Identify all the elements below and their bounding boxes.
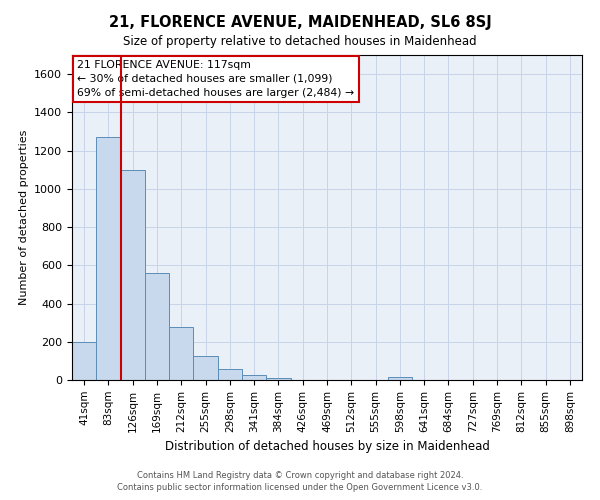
Text: 21, FLORENCE AVENUE, MAIDENHEAD, SL6 8SJ: 21, FLORENCE AVENUE, MAIDENHEAD, SL6 8SJ bbox=[109, 15, 491, 30]
Bar bbox=[218, 368, 242, 380]
Text: Contains HM Land Registry data © Crown copyright and database right 2024.
Contai: Contains HM Land Registry data © Crown c… bbox=[118, 471, 482, 492]
Bar bbox=[388, 377, 412, 380]
Text: Size of property relative to detached houses in Maidenhead: Size of property relative to detached ho… bbox=[123, 35, 477, 48]
Bar bbox=[266, 378, 290, 380]
Bar bbox=[193, 356, 218, 380]
Text: 21 FLORENCE AVENUE: 117sqm
← 30% of detached houses are smaller (1,099)
69% of s: 21 FLORENCE AVENUE: 117sqm ← 30% of deta… bbox=[77, 60, 354, 98]
Bar bbox=[96, 137, 121, 380]
Bar bbox=[145, 273, 169, 380]
Bar bbox=[242, 374, 266, 380]
X-axis label: Distribution of detached houses by size in Maidenhead: Distribution of detached houses by size … bbox=[164, 440, 490, 453]
Bar bbox=[169, 328, 193, 380]
Bar bbox=[121, 170, 145, 380]
Bar bbox=[72, 342, 96, 380]
Y-axis label: Number of detached properties: Number of detached properties bbox=[19, 130, 29, 305]
